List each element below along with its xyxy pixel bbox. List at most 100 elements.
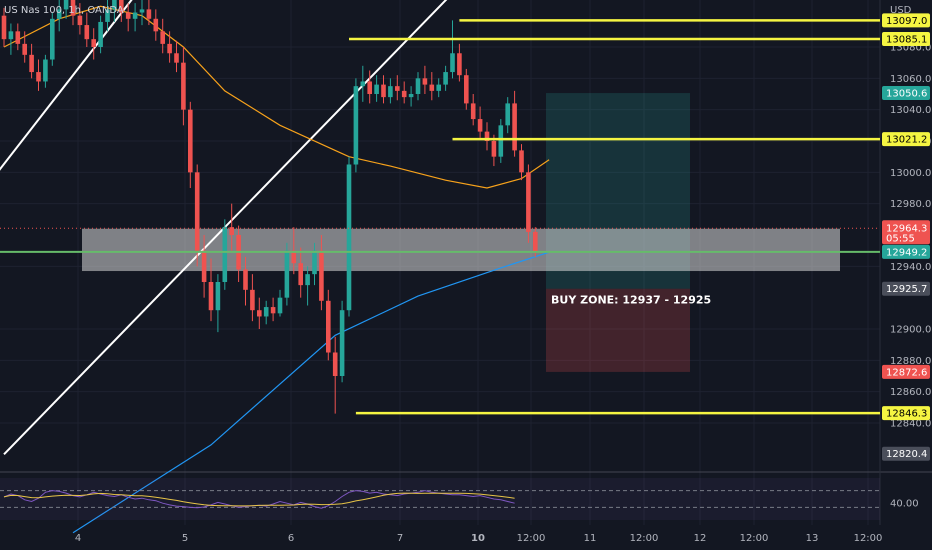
candle <box>201 235 207 298</box>
candle-body <box>533 231 538 253</box>
candle <box>429 72 435 101</box>
candle <box>519 144 524 181</box>
y-tick-label: 12940.0 <box>890 262 931 273</box>
price-tag-label: 13050.6 <box>886 89 927 100</box>
chart-title: US Nas 100, 1h, OANDA <box>4 5 124 16</box>
y-tick-label: 12980.0 <box>890 199 931 210</box>
price-tag-label: 12925.7 <box>886 284 927 295</box>
candle-body <box>395 86 400 91</box>
y-tick-label: 12880.0 <box>890 356 931 367</box>
x-tick-label: 12:00 <box>517 533 546 544</box>
candle-body <box>360 81 366 87</box>
candle <box>408 86 414 107</box>
x-tick-label: 12 <box>694 533 707 544</box>
candle <box>353 78 359 173</box>
candle <box>98 15 103 54</box>
candle-body <box>381 84 386 98</box>
candle-body <box>277 297 283 314</box>
candle <box>263 300 269 325</box>
candle-body <box>50 18 55 60</box>
candle <box>132 3 138 32</box>
candle-body <box>229 227 234 235</box>
candle <box>346 156 352 317</box>
candle-body <box>194 172 200 251</box>
loss-zone <box>546 288 690 372</box>
candle <box>257 297 262 329</box>
candle-body <box>319 250 324 301</box>
level-tag-label: 13097.0 <box>886 16 927 27</box>
candle-body <box>305 274 310 286</box>
candle <box>167 31 172 63</box>
candle <box>43 54 48 88</box>
candle-body <box>512 103 517 151</box>
candle <box>505 97 510 134</box>
candle-body <box>401 90 407 98</box>
price-tag-label: 12872.6 <box>886 367 927 378</box>
candle-body <box>119 0 124 13</box>
candle <box>215 274 221 333</box>
candle-body <box>29 54 34 73</box>
candle <box>119 0 124 22</box>
candle-body <box>477 119 483 132</box>
candle-body <box>408 94 414 98</box>
candle-body <box>498 125 504 157</box>
candle-body <box>70 0 76 16</box>
candle-body <box>112 0 117 10</box>
candle <box>22 31 27 63</box>
candle <box>146 0 152 26</box>
price-tag-label: 12949.2 <box>886 247 927 258</box>
candle <box>77 3 83 35</box>
candle <box>125 3 131 32</box>
candle <box>332 336 338 414</box>
candle-body <box>388 86 393 98</box>
candle-body <box>98 21 103 47</box>
candle <box>63 0 69 19</box>
candle <box>229 203 234 251</box>
candle <box>181 47 186 126</box>
trendline <box>3 0 448 456</box>
candle <box>374 75 379 102</box>
candle-body <box>263 307 269 317</box>
candle-body <box>291 250 297 264</box>
buy-zone-rect <box>82 228 840 272</box>
candle-body <box>346 164 352 311</box>
candle-body <box>257 310 262 317</box>
candle-body <box>339 310 345 376</box>
candle-body <box>332 352 338 376</box>
candle-body <box>519 150 524 173</box>
candle-body <box>429 84 435 91</box>
candle <box>84 12 90 47</box>
candle <box>270 297 276 322</box>
candle <box>319 235 324 311</box>
candle-body <box>270 307 276 314</box>
candle <box>112 0 117 22</box>
candle <box>388 78 393 104</box>
candle <box>326 289 331 361</box>
candle <box>477 106 483 138</box>
candle <box>470 94 476 126</box>
price-tag <box>882 446 930 461</box>
candle-body <box>526 172 531 232</box>
candle <box>160 18 165 54</box>
x-tick-label: 10 <box>471 533 485 544</box>
y-tick-label: 12900.0 <box>890 325 931 336</box>
candle <box>29 43 34 79</box>
candle <box>277 289 283 317</box>
candle-body <box>450 53 455 73</box>
candle <box>512 90 517 157</box>
candle-body <box>153 18 159 32</box>
candle <box>464 68 469 110</box>
candle <box>401 81 407 104</box>
candle-body <box>146 9 152 19</box>
candle <box>484 122 490 151</box>
candle-body <box>312 250 317 275</box>
candle-body <box>91 39 96 47</box>
candle-body <box>422 78 428 85</box>
candle-body <box>243 269 248 290</box>
candle <box>8 23 14 55</box>
candle-body <box>43 59 48 82</box>
candle-body <box>457 53 462 76</box>
candle-body <box>326 300 331 353</box>
candle <box>436 78 441 98</box>
